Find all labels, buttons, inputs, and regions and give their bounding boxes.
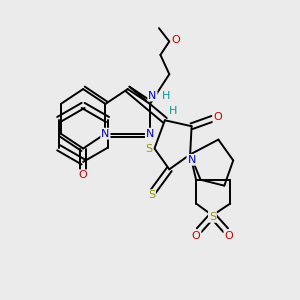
Text: N: N [148,91,157,100]
Text: O: O [172,35,180,45]
Text: O: O [213,112,222,122]
Text: H: H [162,91,170,100]
Text: S: S [148,190,155,200]
Text: O: O [79,170,88,180]
Text: N: N [146,129,154,139]
Text: O: O [192,231,200,241]
Text: O: O [224,231,233,241]
Text: N: N [188,155,196,165]
Text: S: S [146,143,153,154]
Text: S: S [209,212,216,222]
Text: H: H [169,106,177,116]
Text: N: N [101,129,110,139]
